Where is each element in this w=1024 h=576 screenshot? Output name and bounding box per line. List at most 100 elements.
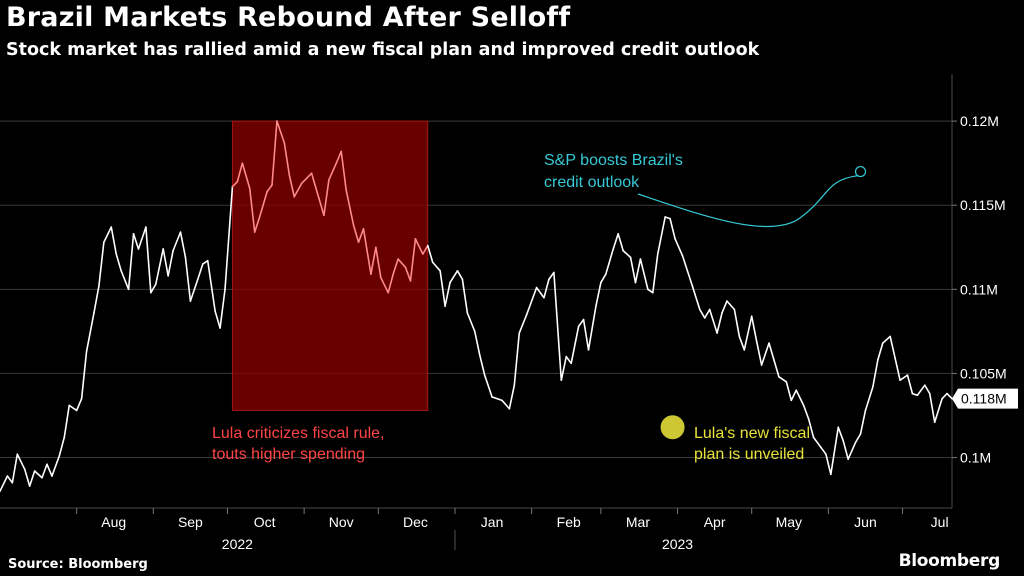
series-segment xyxy=(189,278,199,302)
month-label: Jun xyxy=(854,514,877,530)
annotation-lula-line2: touts higher spending xyxy=(212,446,365,463)
series-segment xyxy=(456,270,464,281)
series-segment xyxy=(288,174,296,198)
series-segment xyxy=(41,463,48,479)
series-segment xyxy=(387,273,394,294)
series-segment xyxy=(812,436,822,449)
year-label-2023: 2023 xyxy=(662,536,693,552)
series-segment xyxy=(103,226,113,244)
series-segment xyxy=(184,256,192,302)
series-segment xyxy=(726,300,736,311)
series-segment xyxy=(236,162,244,183)
series-segment xyxy=(669,217,676,240)
series-segment xyxy=(629,256,637,284)
annotation-sp-line2: credit outlook xyxy=(544,174,640,191)
month-label: Sep xyxy=(178,514,203,530)
series-segment xyxy=(466,312,476,333)
series-segment xyxy=(825,453,832,476)
series-segment xyxy=(837,426,845,442)
series-segment xyxy=(241,162,251,190)
series-segment xyxy=(93,285,100,314)
series-segment xyxy=(271,120,278,186)
series-segment xyxy=(328,162,338,181)
series-segment xyxy=(530,286,538,302)
series-segment xyxy=(340,150,347,191)
y-tick-label: 0.12M xyxy=(960,113,999,129)
series-segment xyxy=(206,259,216,312)
series-segment xyxy=(795,389,805,407)
series-segment xyxy=(357,227,365,244)
series-segment xyxy=(703,308,711,319)
series-segment xyxy=(16,453,26,471)
series-segment xyxy=(6,475,14,484)
month-label: Dec xyxy=(403,514,428,530)
last-value-label: 0.118M xyxy=(961,391,1007,407)
shaded-period xyxy=(231,120,429,411)
series-segment xyxy=(622,249,632,259)
series-segment xyxy=(686,270,694,287)
month-label: May xyxy=(776,514,802,530)
series-segment xyxy=(46,463,53,477)
series-segment xyxy=(0,475,9,492)
series-segment xyxy=(664,216,671,220)
series-segment xyxy=(877,342,884,361)
series-segment xyxy=(923,384,931,395)
y-tick-label: 0.105M xyxy=(960,365,1007,381)
series-segment xyxy=(785,381,793,402)
series-segment xyxy=(132,233,140,250)
month-label: Aug xyxy=(101,514,126,530)
series-segment xyxy=(698,308,706,319)
series-segment xyxy=(708,308,718,334)
series-segment xyxy=(75,397,83,412)
month-label: Mar xyxy=(626,514,650,530)
series-segment xyxy=(548,271,555,281)
series-segment xyxy=(154,248,164,286)
series-segment xyxy=(854,433,862,444)
series-segment xyxy=(318,197,325,217)
series-segment xyxy=(674,238,684,257)
series-segment xyxy=(397,258,407,269)
series-segment xyxy=(946,392,953,400)
series-segment xyxy=(162,248,169,277)
series-segment xyxy=(305,172,313,180)
series-segment xyxy=(553,271,563,381)
series-segment xyxy=(605,248,615,275)
series-segment xyxy=(755,340,763,366)
series-segment xyxy=(167,249,174,277)
series-segment xyxy=(127,233,135,291)
y-axis: 0.1M 0.105M 0.11M 0.115M 0.12M xyxy=(952,113,1007,466)
series-segment xyxy=(51,455,61,477)
series-segment xyxy=(276,120,286,144)
series-segment xyxy=(224,185,234,291)
month-label: Apr xyxy=(704,514,726,530)
series-segment xyxy=(293,182,303,198)
series-segment xyxy=(847,441,857,461)
series-segment xyxy=(617,233,624,252)
series-segment xyxy=(248,187,256,233)
series-segment xyxy=(449,270,459,284)
series-segment xyxy=(310,172,320,200)
series-segment xyxy=(145,226,152,294)
series-segment xyxy=(283,142,291,176)
series-segment xyxy=(716,312,723,334)
series-segment xyxy=(352,224,360,244)
series-segment xyxy=(478,354,486,376)
series-segment xyxy=(431,261,441,272)
series-segment xyxy=(201,259,209,265)
series-segment xyxy=(150,283,157,294)
series-segment xyxy=(110,226,118,255)
series-segment xyxy=(426,244,434,264)
series-segment xyxy=(11,453,19,484)
series-segment xyxy=(612,233,619,250)
series-segment xyxy=(941,392,948,400)
series-segment xyxy=(179,231,187,259)
y-tick-label: 0.11M xyxy=(960,281,998,297)
series-segment xyxy=(120,270,130,291)
year-label-2022: 2022 xyxy=(222,536,253,552)
series-segment xyxy=(872,359,879,388)
bloomberg-logo: Bloomberg xyxy=(898,551,1001,571)
series-segment xyxy=(266,184,273,193)
series-segment xyxy=(570,325,580,365)
series-segment xyxy=(842,439,849,461)
series-segment xyxy=(560,355,568,381)
